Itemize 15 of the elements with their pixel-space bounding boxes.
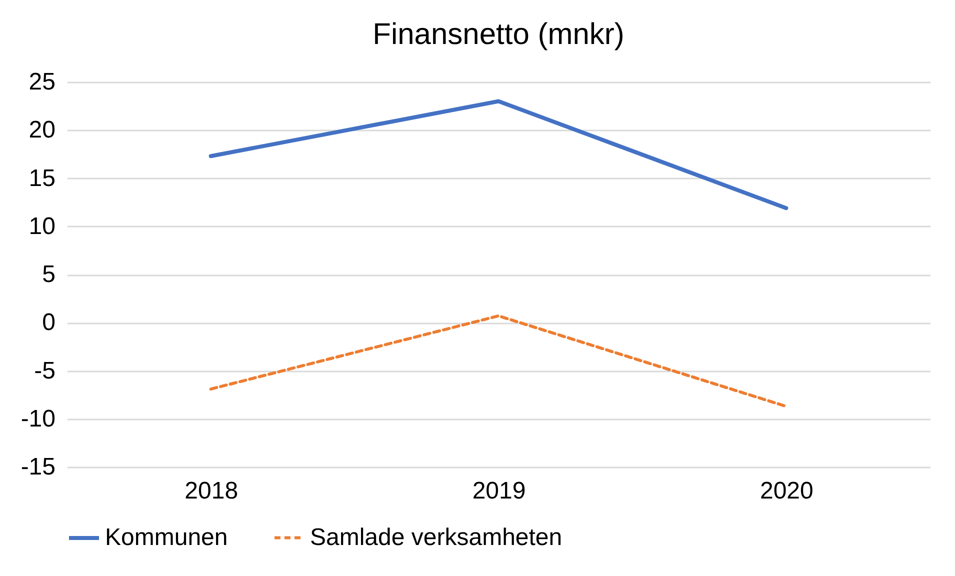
y-tick-label: -10 [20,405,56,432]
x-tick-label: 2018 [184,478,238,504]
y-tick-label: 25 [28,68,56,96]
x-tick-label: 2019 [472,478,526,504]
y-tick-label: -5 [34,357,56,384]
legend-label: Samlade verksamheten [310,524,562,551]
y-tick-label: 10 [28,212,56,240]
chart-title: Finansnetto (mnkr) [372,18,624,51]
y-tick-label: 15 [28,164,56,192]
y-tick-label: -15 [20,454,56,480]
y-tick-label: 5 [42,261,56,288]
y-tick-label: 0 [42,309,56,336]
y-tick-label: 20 [28,116,56,144]
legend-label: Kommunen [105,524,228,551]
x-tick-label: 2020 [760,478,814,504]
